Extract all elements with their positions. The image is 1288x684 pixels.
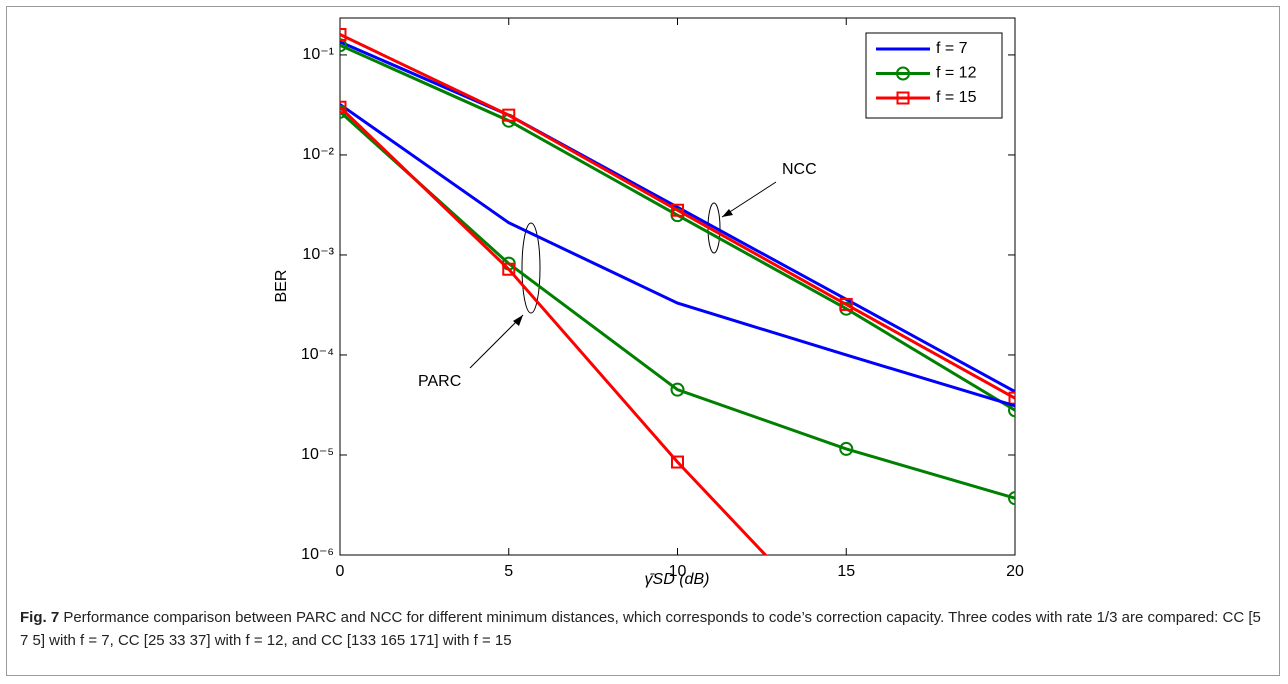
legend: f = 7 f = 12 f = 15 xyxy=(865,32,1003,119)
parc-arrow xyxy=(469,314,524,369)
ncc-arrow xyxy=(721,181,777,218)
y-tick-label: 10⁻² xyxy=(302,146,334,163)
legend-marker xyxy=(896,91,910,105)
legend-box xyxy=(865,32,1003,119)
marker xyxy=(1008,391,1015,405)
chart: BER γ̄SD (dB) NCC PARC 0 5 10 15 20 10⁻⁶ 10⁻⁵ 1… xyxy=(273,17,1024,588)
caption-text: Performance comparison between PARC and … xyxy=(20,609,1261,649)
marker xyxy=(340,38,347,53)
x-tick-label: 0 xyxy=(336,563,345,580)
series-line xyxy=(340,106,768,555)
y-tick-label: 10⁻⁵ xyxy=(301,446,334,463)
y-tick-label: 10⁻³ xyxy=(302,246,334,263)
marker xyxy=(340,28,347,42)
x-tick-label: 20 xyxy=(1006,563,1024,580)
marker xyxy=(839,297,853,311)
caption-label: Fig. 7 xyxy=(20,609,60,626)
parc-arrowhead xyxy=(513,315,523,326)
figure-frame xyxy=(6,6,1280,676)
parc-ellipse xyxy=(521,222,541,314)
marker xyxy=(1008,403,1015,418)
y-axis-label: BER xyxy=(273,270,290,303)
marker xyxy=(671,455,684,469)
parc-label: PARC xyxy=(418,373,461,390)
x-axis-label: γ̄SD (dB) xyxy=(645,571,710,588)
parc-annotation: PARC xyxy=(418,222,541,390)
legend-label: f = 7 xyxy=(936,40,968,57)
marker xyxy=(839,441,854,456)
x-tick-label: 10 xyxy=(669,563,687,580)
marker xyxy=(670,382,685,397)
marker xyxy=(671,203,684,217)
y-tick-label: 10⁻⁴ xyxy=(301,346,334,363)
y-tick-label: 10⁻¹ xyxy=(302,46,334,63)
marker xyxy=(340,100,347,114)
plot-lines xyxy=(340,28,1015,555)
ncc-label: NCC xyxy=(782,161,817,178)
marker xyxy=(502,262,516,276)
y-tick-label: 10⁻⁶ xyxy=(301,546,334,563)
series-line xyxy=(340,103,1015,408)
ncc-arrowhead xyxy=(722,209,733,217)
series-line xyxy=(340,110,1015,500)
legend-marker xyxy=(896,66,910,81)
legend-label: f = 12 xyxy=(936,65,977,82)
ncc-annotation: NCC xyxy=(707,161,817,254)
x-tick-label: 15 xyxy=(837,563,855,580)
caption: Fig. 7 Performance comparison between PA… xyxy=(20,606,1265,652)
marker xyxy=(502,108,516,122)
legend-label: f = 15 xyxy=(936,89,977,106)
marker xyxy=(1008,491,1015,506)
series-line xyxy=(340,40,1015,393)
series-line xyxy=(340,33,1015,400)
x-tick-label: 5 xyxy=(504,563,513,580)
